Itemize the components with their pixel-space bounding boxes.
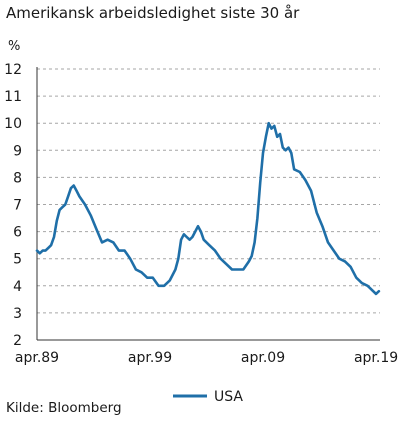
y-tick-label-3: 3 (13, 306, 22, 322)
y-tick-label-4: 4 (13, 279, 22, 295)
y-axis-tick-labels: 2 3 4 5 6 7 8 9 10 11 12 (4, 62, 22, 349)
legend-label-usa: USA (214, 389, 243, 405)
y-tick-label-6: 6 (13, 225, 22, 241)
x-tick-label-0: apr.89 (15, 350, 59, 366)
y-tick-label-5: 5 (13, 252, 22, 268)
x-tick-label-3: apr.19 (354, 350, 398, 366)
y-tick-label-8: 8 (13, 170, 22, 186)
y-unit-label: % (8, 39, 20, 54)
series-group (35, 121, 381, 296)
gridlines (37, 68, 380, 314)
x-tick-label-2: apr.09 (241, 350, 285, 366)
y-tick-label-2: 2 (13, 333, 22, 349)
chart-title: Amerikansk arbeidsledighet siste 30 år (6, 4, 300, 22)
y-tick-label-9: 9 (13, 143, 22, 159)
legend: USA (173, 389, 243, 405)
y-tick-label-10: 10 (4, 116, 22, 132)
x-axis-tick-labels: apr.89 apr.99 apr.09 apr.19 (15, 350, 398, 366)
series-line-0 (35, 121, 381, 296)
y-tick-label-11: 11 (4, 89, 22, 105)
x-tick-label-1: apr.99 (128, 350, 172, 366)
y-tick-label-12: 12 (4, 62, 22, 78)
y-tick-label-7: 7 (13, 198, 22, 214)
source-note: Kilde: Bloomberg (6, 400, 122, 416)
